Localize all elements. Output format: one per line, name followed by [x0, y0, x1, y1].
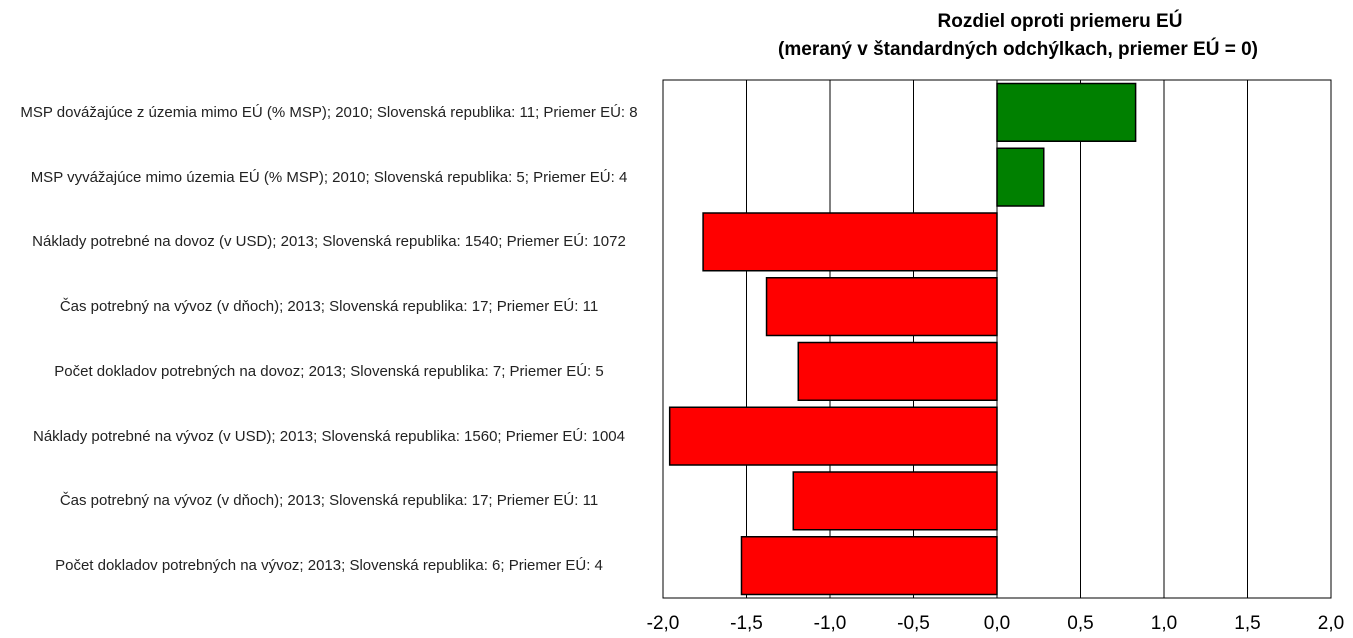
bar: [996, 147, 1045, 207]
category-label: MSP dovážajúce z územia mimo EÚ (% MSP);…: [20, 103, 638, 121]
x-tick-label: -1,5: [730, 613, 763, 634]
category-label: MSP vyvážajúce mimo územia EÚ (% MSP); 2…: [30, 168, 628, 186]
category-label: Čas potrebný na vývoz (v dňoch); 2013; S…: [59, 492, 599, 510]
chart-subtitle: (meraný v štandardných odchýlkach, priem…: [778, 38, 1258, 60]
chart-title: Rozdiel oproti priemeru EÚ: [938, 10, 1183, 32]
x-tick-label: 0,0: [984, 613, 1010, 634]
category-label: Počet dokladov potrebných na vývoz; 2013…: [55, 557, 603, 575]
bar: [792, 471, 998, 531]
x-tick-label: 2,0: [1318, 613, 1344, 634]
x-tick-label: 1,5: [1234, 613, 1260, 634]
category-label: Počet dokladov potrebných na dovoz; 2013…: [54, 362, 604, 380]
category-label: Náklady potrebné na dovoz (v USD); 2013;…: [32, 233, 626, 251]
plot-border: [662, 79, 1332, 599]
bar: [797, 341, 998, 401]
category-label: Čas potrebný na vývoz (v dňoch); 2013; S…: [59, 298, 599, 316]
bar: [702, 212, 998, 272]
bar: [740, 536, 998, 596]
x-tick-label: 0,5: [1067, 613, 1093, 634]
x-tick-label: 1,0: [1151, 613, 1177, 634]
x-tick-label: -2,0: [647, 613, 680, 634]
bar: [765, 277, 998, 337]
bar: [668, 406, 998, 466]
x-tick-label: -0,5: [897, 613, 930, 634]
x-tick-label: -1,0: [814, 613, 847, 634]
bar: [996, 82, 1137, 142]
category-label: Náklady potrebné na vývoz (v USD); 2013;…: [33, 427, 625, 445]
